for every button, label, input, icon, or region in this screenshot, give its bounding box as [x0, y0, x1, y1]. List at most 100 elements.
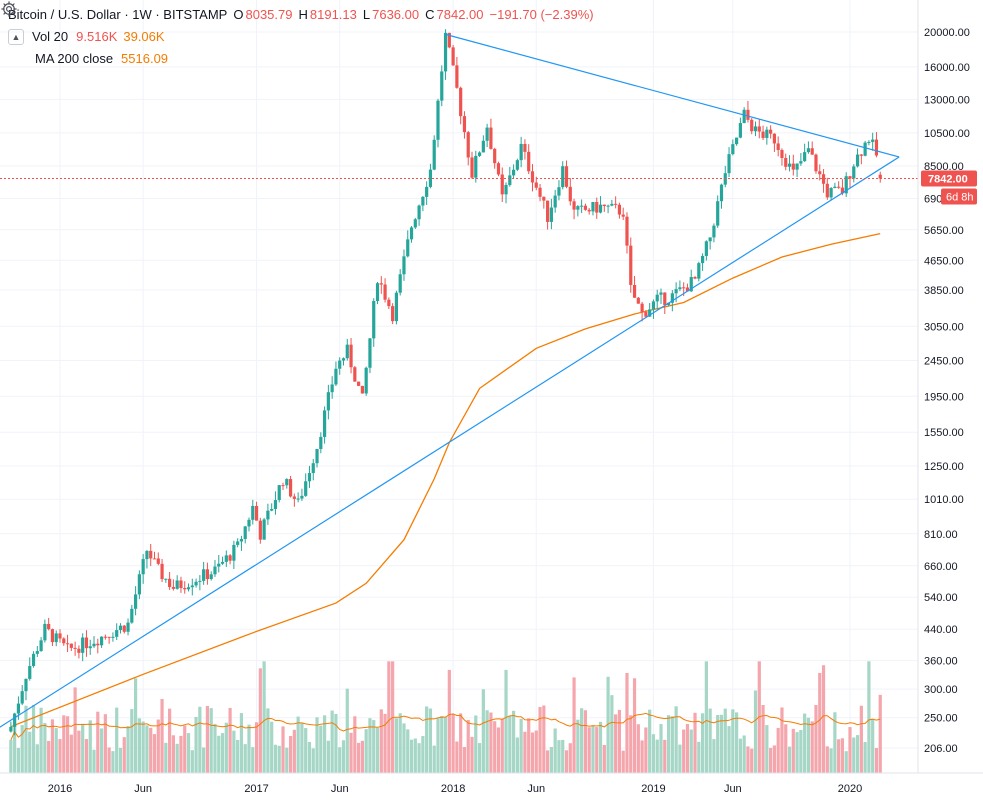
candle — [168, 571, 172, 590]
candle-body — [77, 648, 81, 653]
volume-bar — [648, 709, 652, 773]
candle — [496, 161, 501, 177]
volume-bar — [727, 726, 731, 773]
candle-body — [727, 154, 731, 174]
candle — [164, 578, 168, 583]
candle-body — [837, 186, 841, 188]
candle — [54, 630, 58, 647]
close-value: 7842.00 — [436, 7, 484, 22]
candle — [406, 230, 410, 258]
volume-bar — [700, 713, 705, 773]
gear-icon[interactable] — [0, 0, 18, 18]
candle-body — [84, 637, 89, 649]
candle-body — [31, 653, 36, 667]
candle — [84, 630, 89, 657]
candle — [511, 164, 516, 179]
candle — [527, 144, 531, 175]
candle-body — [28, 666, 32, 679]
candle-body — [553, 195, 557, 208]
volume-bar — [878, 694, 882, 773]
volume-bar — [126, 726, 130, 773]
volume-bar — [829, 748, 833, 773]
price-tick-label: 3850.00 — [924, 285, 964, 297]
time-tick-label: Jun — [724, 783, 742, 795]
chevron-up-icon[interactable]: ▲ — [8, 29, 24, 45]
volume-bar — [803, 713, 807, 773]
time-tick-label: 2020 — [838, 783, 862, 795]
candle — [190, 578, 194, 596]
volume-bar — [103, 714, 107, 773]
candle — [765, 126, 769, 145]
volume-bar — [810, 721, 814, 773]
candle-body — [818, 171, 822, 175]
candle — [769, 125, 773, 139]
volume-bar — [84, 739, 89, 773]
candle-body — [538, 187, 542, 197]
candle — [326, 384, 330, 420]
candle — [617, 202, 622, 219]
candle-body — [466, 132, 470, 158]
candle — [530, 164, 535, 192]
candle-body — [357, 381, 361, 386]
candle — [818, 164, 822, 181]
volume-bar — [840, 738, 845, 773]
volume-bar — [300, 722, 304, 773]
candle — [610, 199, 614, 207]
candle — [432, 135, 436, 171]
candle — [387, 297, 391, 310]
price-tick-label: 10500.00 — [924, 128, 970, 140]
candle-body — [621, 214, 625, 217]
candle — [209, 571, 213, 581]
candle — [43, 619, 47, 643]
candle-body — [107, 636, 111, 638]
candle-body — [855, 154, 860, 167]
candle-body — [383, 284, 387, 300]
candle-body — [806, 148, 811, 153]
candle — [251, 499, 255, 525]
volume-bar — [179, 735, 183, 773]
price-tick-label: 540.00 — [924, 592, 958, 604]
candle — [757, 119, 761, 139]
volume-bar — [595, 727, 599, 773]
volume-bar — [825, 746, 829, 773]
candle-body — [712, 225, 716, 238]
volume-bar — [496, 727, 501, 773]
candle — [322, 406, 327, 444]
candle-body — [341, 358, 346, 361]
volume-bar — [307, 742, 312, 773]
trendline-support — [0, 156, 900, 728]
volume-bar — [451, 714, 455, 773]
volume-bar — [821, 665, 826, 773]
volume-bar — [130, 709, 134, 773]
candle-body — [674, 289, 678, 294]
ma-value: 5516.09 — [121, 51, 169, 66]
candle — [538, 183, 542, 202]
volume-bar — [13, 723, 17, 773]
volume-bar — [784, 724, 788, 773]
candle-body — [761, 131, 765, 138]
candle — [99, 636, 104, 648]
ma-row[interactable]: MA 200 close 5516.09 — [8, 48, 594, 70]
volume-bar — [16, 747, 21, 773]
volume-bar — [183, 725, 187, 773]
candle — [625, 212, 629, 254]
candle — [576, 205, 580, 217]
volume-bar — [277, 745, 281, 773]
volume-bar — [81, 723, 85, 773]
candle-body — [682, 287, 686, 289]
symbol-title[interactable]: Bitcoin / U.S. Dollar · 1W · BITSTAMP — [8, 7, 228, 22]
volume-bar — [674, 706, 678, 773]
candle-body — [81, 637, 85, 653]
candle — [103, 634, 107, 640]
volume-bar — [315, 717, 319, 773]
candle — [50, 628, 55, 647]
candle-body — [719, 184, 724, 202]
candle — [338, 357, 342, 375]
candle-body — [115, 630, 119, 637]
candle-body — [288, 479, 293, 497]
volume-bar — [304, 728, 308, 773]
volume-row[interactable]: ▲ Vol 20 9.516K 39.06K — [8, 26, 594, 48]
volume-bar — [31, 704, 36, 773]
candle — [31, 651, 36, 668]
